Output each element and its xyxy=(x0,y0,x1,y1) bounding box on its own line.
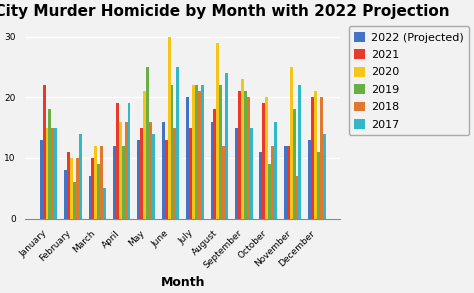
Bar xyxy=(198,91,201,219)
Bar xyxy=(274,122,277,219)
Bar xyxy=(70,158,73,219)
Bar xyxy=(186,97,189,219)
Bar xyxy=(168,37,171,219)
Bar xyxy=(238,91,241,219)
Bar xyxy=(79,134,82,219)
Bar xyxy=(48,110,51,219)
Bar xyxy=(189,128,192,219)
Bar xyxy=(201,85,204,219)
Bar xyxy=(76,158,79,219)
Bar xyxy=(46,128,48,219)
Bar xyxy=(55,128,57,219)
Bar xyxy=(250,128,253,219)
Bar xyxy=(173,128,176,219)
Bar xyxy=(152,134,155,219)
X-axis label: Month: Month xyxy=(161,276,205,289)
Bar xyxy=(119,122,122,219)
Bar xyxy=(162,122,164,219)
Bar xyxy=(122,146,125,219)
Bar xyxy=(219,85,222,219)
Bar xyxy=(222,146,225,219)
Bar xyxy=(262,103,265,219)
Bar xyxy=(116,103,119,219)
Bar xyxy=(89,176,91,219)
Bar xyxy=(284,146,287,219)
Bar xyxy=(265,97,268,219)
Bar xyxy=(195,85,198,219)
Bar xyxy=(51,128,55,219)
Bar xyxy=(40,140,43,219)
Bar xyxy=(43,85,46,219)
Bar xyxy=(67,152,70,219)
Bar xyxy=(246,97,250,219)
Bar xyxy=(299,85,301,219)
Bar xyxy=(308,140,311,219)
Bar xyxy=(146,67,149,219)
Bar xyxy=(125,122,128,219)
Bar xyxy=(295,176,299,219)
Bar xyxy=(140,128,143,219)
Bar xyxy=(314,91,317,219)
Legend: 2022 (Projected), 2021, 2020, 2019, 2018, 2017: 2022 (Projected), 2021, 2020, 2019, 2018… xyxy=(349,26,469,135)
Bar xyxy=(128,103,130,219)
Bar xyxy=(290,67,292,219)
Bar xyxy=(176,67,179,219)
Bar xyxy=(244,91,246,219)
Bar xyxy=(97,164,100,219)
Bar xyxy=(268,164,271,219)
Bar xyxy=(192,85,195,219)
Bar xyxy=(320,97,323,219)
Bar xyxy=(164,140,168,219)
Bar xyxy=(137,140,140,219)
Bar xyxy=(103,188,106,219)
Bar xyxy=(143,91,146,219)
Bar xyxy=(171,85,173,219)
Bar xyxy=(259,152,262,219)
Bar xyxy=(210,122,213,219)
Bar xyxy=(287,146,290,219)
Bar xyxy=(317,152,320,219)
Bar xyxy=(292,110,295,219)
Bar xyxy=(271,146,274,219)
Bar xyxy=(91,158,94,219)
Bar xyxy=(323,134,326,219)
Bar xyxy=(100,146,103,219)
Bar xyxy=(64,170,67,219)
Bar xyxy=(241,79,244,219)
Bar xyxy=(235,128,238,219)
Bar xyxy=(73,182,76,219)
Bar xyxy=(149,122,152,219)
Bar xyxy=(213,110,217,219)
Bar xyxy=(225,73,228,219)
Bar xyxy=(311,97,314,219)
Bar xyxy=(217,43,219,219)
Bar xyxy=(113,146,116,219)
Bar xyxy=(94,146,97,219)
Title: St. Louis City Murder Homicide by Month with 2022 Projection: St. Louis City Murder Homicide by Month … xyxy=(0,4,450,19)
